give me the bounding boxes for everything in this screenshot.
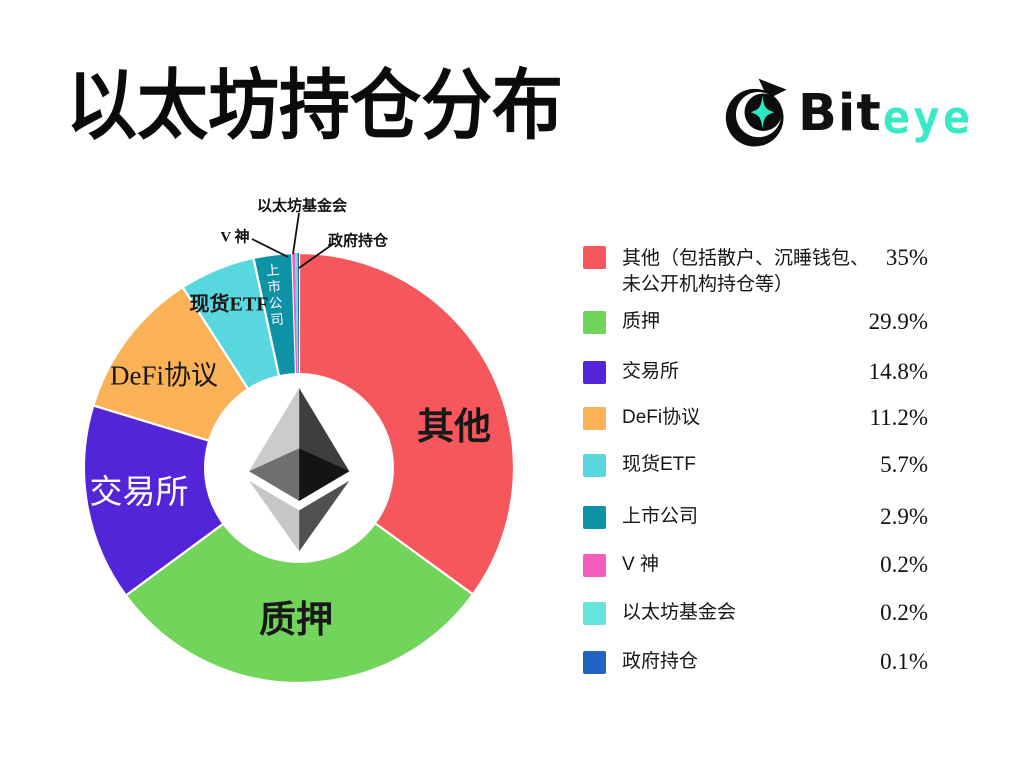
legend-label-exchanges: 交易所	[622, 361, 680, 382]
star-icon	[750, 95, 775, 129]
legend-value-v-shen: 0.2%	[880, 552, 928, 577]
pie-slice-1	[124, 466, 475, 685]
legend-value-foundation: 0.2%	[880, 600, 928, 625]
legend-label-spot-etf: 现货ETF	[622, 454, 696, 475]
slice-label-spot-etf: 现货ETF	[189, 293, 269, 316]
legend-label-listed-companies: 上市公司	[622, 506, 699, 527]
legend-label-v-shen: V 神	[622, 554, 659, 575]
legend-swatch-defi	[583, 406, 606, 430]
callout-label-foundation: 以太坊基金会	[256, 198, 348, 215]
legend-row: 政府持仓 0.1%	[583, 649, 928, 675]
legend-row: V 神 0.2%	[583, 552, 928, 578]
legend-label-defi: DeFi协议	[622, 407, 701, 428]
callout-line-government	[298, 243, 334, 269]
legend-value-defi: 11.2%	[869, 405, 928, 430]
slice-label-staking: 质押	[259, 600, 333, 641]
legend-swatch-staking	[583, 310, 606, 334]
legend-swatch-government	[583, 650, 606, 674]
legend-row: 其他（包括散户、沉睡钱包、 未公开机构持仓等） 35%	[583, 245, 928, 298]
callout-line-foundation	[292, 212, 300, 255]
legend-swatch-v-shen	[583, 553, 606, 577]
legend-label-other: 其他（包括散户、沉睡钱包、 未公开机构持仓等）	[622, 248, 870, 295]
callout-label-v-shen: V 神	[220, 229, 250, 246]
legend-value-listed-companies: 2.9%	[880, 504, 928, 529]
legend-row: 质押 29.9%	[583, 309, 928, 335]
pie-slice-0	[297, 251, 516, 596]
brand-name-eye: eye	[882, 90, 974, 144]
callout-line-v-shen	[251, 238, 289, 258]
slice-label-other: 其他	[417, 407, 491, 448]
brand-logo: Bit eye	[718, 74, 973, 152]
callout-lines	[251, 212, 334, 269]
legend-swatch-spot-etf	[583, 453, 606, 477]
legend-value-staking: 29.9%	[868, 309, 928, 334]
biteye-eye-icon	[725, 78, 787, 147]
legend-swatch-other	[583, 246, 606, 269]
legend-row: DeFi协议 11.2%	[583, 405, 928, 431]
legend-row: 交易所 14.8%	[583, 359, 928, 385]
legend-value-government: 0.1%	[880, 649, 928, 674]
brand-name-bit: Bit	[798, 83, 882, 143]
slice-label-exchanges: 交易所	[89, 475, 189, 511]
legend-row: 上市公司 2.9%	[583, 504, 928, 530]
legend-label-foundation: 以太坊基金会	[622, 602, 737, 623]
slice-label-defi: DeFi协议	[110, 360, 218, 391]
page-title: 以太坊持仓分布	[66, 60, 564, 151]
legend-swatch-listed-companies	[583, 505, 606, 529]
legend-row: 现货ETF 5.7%	[583, 452, 928, 478]
legend-row: 以太坊基金会 0.2%	[583, 600, 928, 626]
legend-value-other: 35%	[885, 245, 928, 270]
legend-label-government: 政府持仓	[622, 651, 699, 672]
ethereum-icon	[249, 388, 350, 552]
legend-value-spot-etf: 5.7%	[880, 452, 928, 477]
legend-swatch-exchanges	[583, 360, 606, 384]
legend-value-exchanges: 14.8%	[868, 359, 928, 384]
callout-label-government: 政府持仓	[327, 233, 389, 250]
legend-swatch-foundation	[583, 601, 606, 625]
legend-label-staking: 质押	[622, 311, 661, 332]
